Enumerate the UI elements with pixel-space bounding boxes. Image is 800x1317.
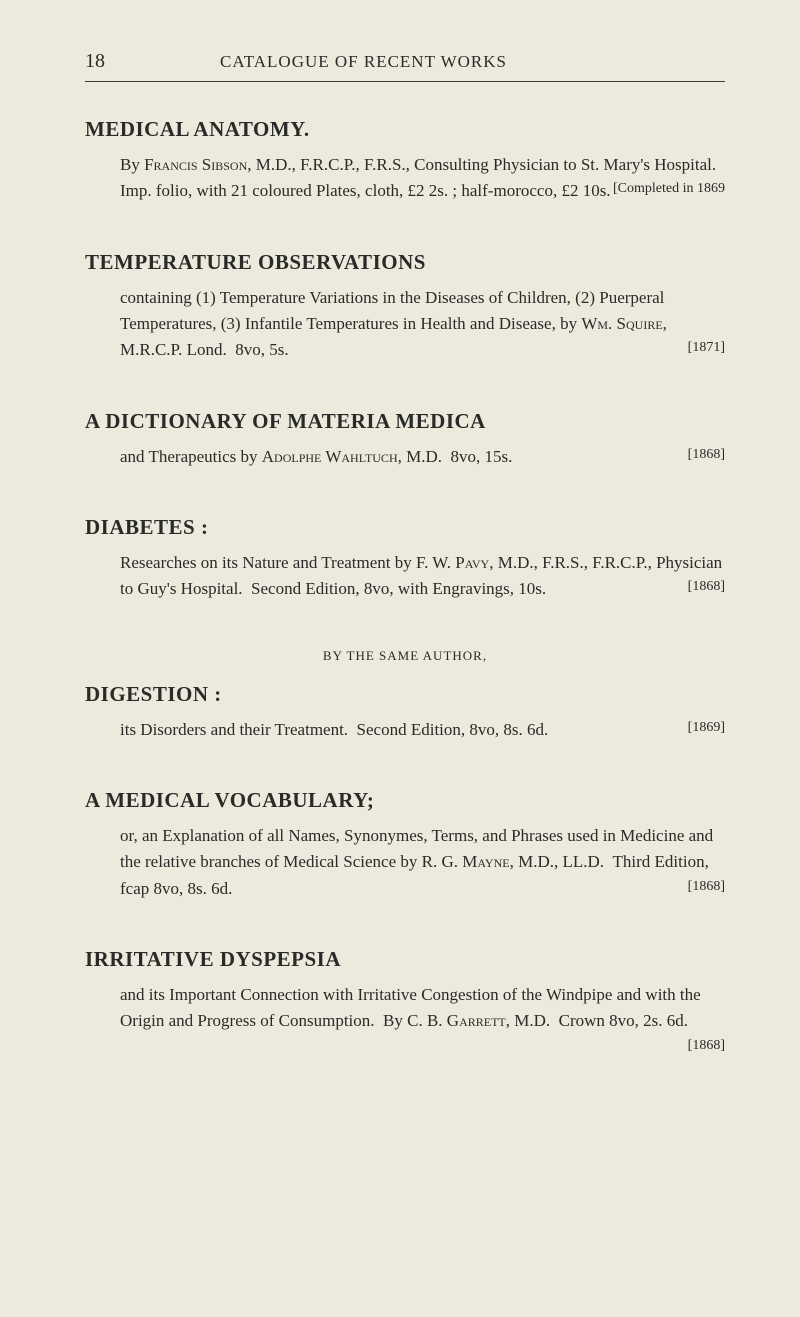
catalogue-entry: A MEDICAL VOCABULARY; or, an Explanation … — [85, 788, 725, 902]
catalogue-entry: IRRITATIVE DYSPEPSIA and its Important Co… — [85, 947, 725, 1056]
entries-container: MEDICAL ANATOMY. By Francis Sibson, M.D.,… — [85, 117, 725, 1057]
year-tag: [1868] — [688, 876, 725, 898]
year-tag: [Completed in 1869 — [613, 178, 725, 200]
entry-body: or, an Explanation of all Names, Synonym… — [85, 823, 725, 902]
year-tag: [1868] — [688, 576, 725, 598]
entry-body: containing (1) Temperature Variations in… — [85, 285, 725, 364]
year-tag: [1868] — [688, 1035, 725, 1057]
catalogue-entry: DIABETES : Researches on its Nature and T… — [85, 515, 725, 603]
entry-title: A DICTIONARY OF MATERIA MEDICA — [85, 409, 725, 434]
year-tag: [1871] — [688, 337, 725, 359]
catalogue-entry: MEDICAL ANATOMY. By Francis Sibson, M.D.,… — [85, 117, 725, 205]
catalogue-entry: A DICTIONARY OF MATERIA MEDICA and Therap… — [85, 409, 725, 470]
running-title: CATALOGUE OF RECENT WORKS — [220, 52, 507, 72]
entry-body: and Therapeutics by Adolphe Wahltuch, M.… — [85, 444, 725, 470]
entry-title: IRRITATIVE DYSPEPSIA — [85, 947, 725, 972]
divider — [85, 81, 725, 82]
entry-title: A MEDICAL VOCABULARY; — [85, 788, 725, 813]
entry-body: its Disorders and their Treatment. Secon… — [85, 717, 725, 743]
year-tag: [1868] — [688, 444, 725, 466]
entry-title: MEDICAL ANATOMY. — [85, 117, 725, 142]
entry-body: By Francis Sibson, M.D., F.R.C.P., F.R.S… — [85, 152, 725, 205]
year-tag: [1869] — [688, 717, 725, 739]
entry-body: Researches on its Nature and Treatment b… — [85, 550, 725, 603]
page-header: 18 CATALOGUE OF RECENT WORKS — [85, 50, 725, 73]
catalogue-entry: BY THE SAME AUTHOR, DIGESTION : its Disord… — [85, 648, 725, 743]
byline: BY THE SAME AUTHOR, — [85, 648, 725, 664]
page-number: 18 — [85, 50, 105, 73]
entry-title: DIABETES : — [85, 515, 725, 540]
entry-title: TEMPERATURE OBSERVATIONS — [85, 250, 725, 275]
entry-body: and its Important Connection with Irrita… — [85, 982, 725, 1056]
catalogue-entry: TEMPERATURE OBSERVATIONS containing (1) T… — [85, 250, 725, 364]
entry-title: DIGESTION : — [85, 682, 725, 707]
